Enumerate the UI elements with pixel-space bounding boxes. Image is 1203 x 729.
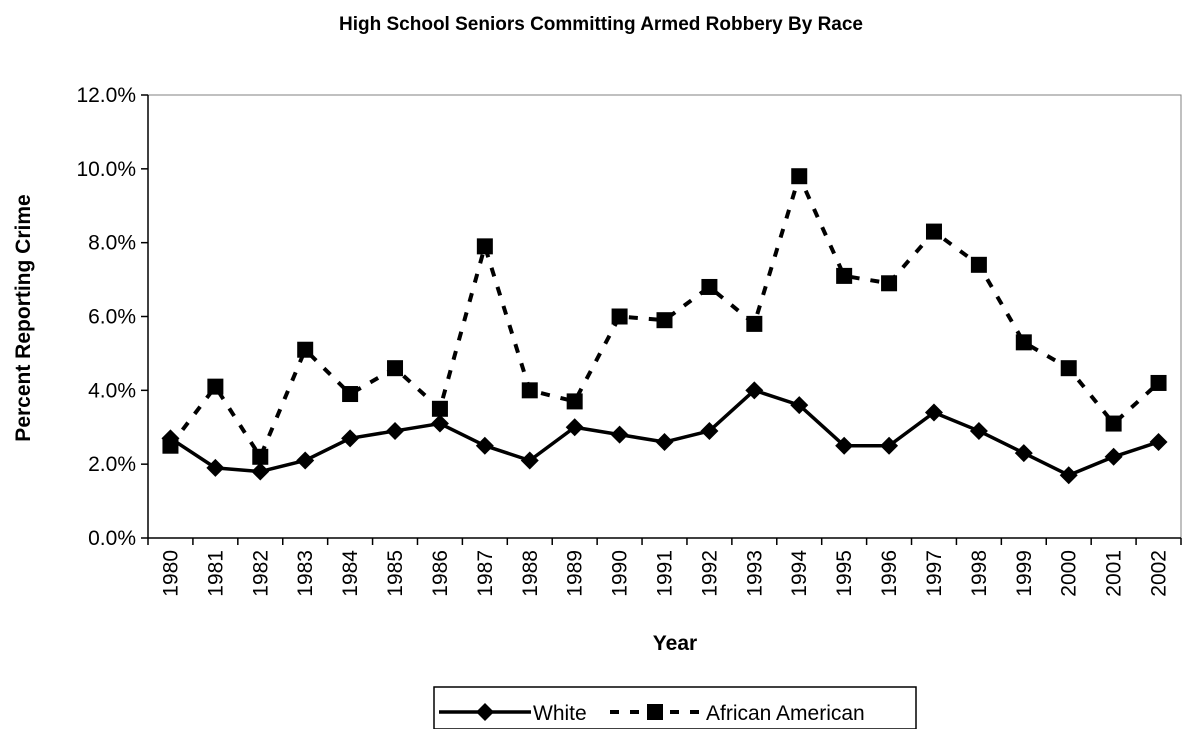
data-point-1-5 <box>387 360 404 377</box>
x-tick-label: 2002 <box>1148 550 1171 597</box>
chart-title: High School Seniors Committing Armed Rob… <box>339 14 863 35</box>
x-tick-label: 1983 <box>294 550 317 597</box>
x-tick-label: 1980 <box>159 550 182 597</box>
data-point-1-9 <box>566 393 583 410</box>
x-tick-label: 1991 <box>654 550 677 597</box>
data-point-0-17 <box>924 403 943 422</box>
data-point-1-4 <box>342 386 359 403</box>
data-point-1-19 <box>1015 334 1032 351</box>
data-point-1-8 <box>521 382 538 399</box>
data-point-1-0 <box>162 437 179 454</box>
data-point-1-21 <box>1105 415 1122 432</box>
data-point-0-15 <box>835 436 854 455</box>
x-tick-label: 1995 <box>833 550 856 597</box>
x-tick-label: 1988 <box>519 550 542 597</box>
x-tick-label: 1985 <box>384 550 407 597</box>
x-tick-label: 1986 <box>429 550 452 597</box>
data-point-0-19 <box>1014 444 1033 463</box>
x-tick-label: 1987 <box>474 550 497 597</box>
data-point-0-2 <box>251 462 270 481</box>
data-point-0-9 <box>565 418 584 437</box>
data-point-0-1 <box>206 458 225 477</box>
data-point-0-8 <box>520 451 539 470</box>
legend-marker-white <box>476 703 494 721</box>
data-point-1-2 <box>252 448 269 465</box>
data-point-1-3 <box>297 341 314 358</box>
data-point-1-13 <box>746 315 763 332</box>
data-point-0-16 <box>880 436 899 455</box>
data-point-0-11 <box>655 433 674 452</box>
x-tick-label: 1994 <box>788 550 811 597</box>
data-point-0-13 <box>745 381 764 400</box>
x-axis-label: Year <box>653 632 697 655</box>
legend-label-white: White <box>533 702 587 725</box>
x-tick-label: 1990 <box>609 550 632 597</box>
data-point-0-5 <box>386 421 405 440</box>
y-tick-label: 2.0% <box>88 453 136 476</box>
x-tick-label: 1992 <box>698 550 721 597</box>
y-tick-label: 4.0% <box>88 379 136 402</box>
x-tick-label: 2001 <box>1103 550 1126 597</box>
x-tick-label: 2000 <box>1058 550 1081 597</box>
legend: White African American <box>433 686 917 729</box>
x-tick-label: 1993 <box>743 550 766 597</box>
data-point-0-18 <box>969 421 988 440</box>
data-point-1-17 <box>925 223 942 240</box>
data-point-0-14 <box>790 396 809 415</box>
x-tick-label: 1997 <box>923 550 946 597</box>
y-tick-label: 0.0% <box>88 527 136 550</box>
data-point-0-22 <box>1149 433 1168 452</box>
legend-box <box>433 686 917 729</box>
data-point-0-12 <box>700 421 719 440</box>
x-tick-label: 1989 <box>564 550 587 597</box>
data-point-1-18 <box>970 256 987 273</box>
x-tick-label: 1984 <box>339 550 362 597</box>
data-point-1-12 <box>701 278 718 295</box>
data-point-0-10 <box>610 425 629 444</box>
series-line-0 <box>169 388 1160 477</box>
data-point-0-4 <box>341 429 360 448</box>
x-tick-label: 1996 <box>878 550 901 597</box>
y-tick-label: 12.0% <box>76 84 136 107</box>
x-tick-label: 1982 <box>249 550 272 597</box>
legend-marker-african-american <box>647 704 663 720</box>
plot-area: 0.0% 2.0% 4.0% 6.0% 8.0% 10.0% 12.0% 1980 1981 19… <box>76 84 1182 597</box>
data-point-1-7 <box>476 238 493 255</box>
y-tick-label: 8.0% <box>88 232 136 255</box>
y-tick-label: 6.0% <box>88 306 136 329</box>
data-point-1-11 <box>656 312 673 329</box>
data-point-0-21 <box>1104 447 1123 466</box>
x-tick-label: 1998 <box>968 550 991 597</box>
data-point-0-3 <box>296 451 315 470</box>
data-point-1-10 <box>611 308 628 325</box>
data-point-0-6 <box>430 414 449 433</box>
data-point-1-14 <box>791 168 808 185</box>
data-point-1-20 <box>1060 360 1077 377</box>
data-point-0-7 <box>475 436 494 455</box>
y-tick-label: 10.0% <box>76 158 136 181</box>
x-tick-label: 1999 <box>1013 550 1036 597</box>
data-point-1-1 <box>207 378 224 395</box>
y-axis-label: Percent Reporting Crime <box>12 194 35 441</box>
data-point-1-16 <box>881 275 898 292</box>
x-tick-label: 1981 <box>204 550 227 597</box>
legend-label-african-american: African American <box>706 702 865 725</box>
data-point-1-6 <box>431 400 448 417</box>
data-point-0-20 <box>1059 466 1078 485</box>
data-point-1-22 <box>1150 374 1167 391</box>
data-point-1-15 <box>836 267 853 284</box>
